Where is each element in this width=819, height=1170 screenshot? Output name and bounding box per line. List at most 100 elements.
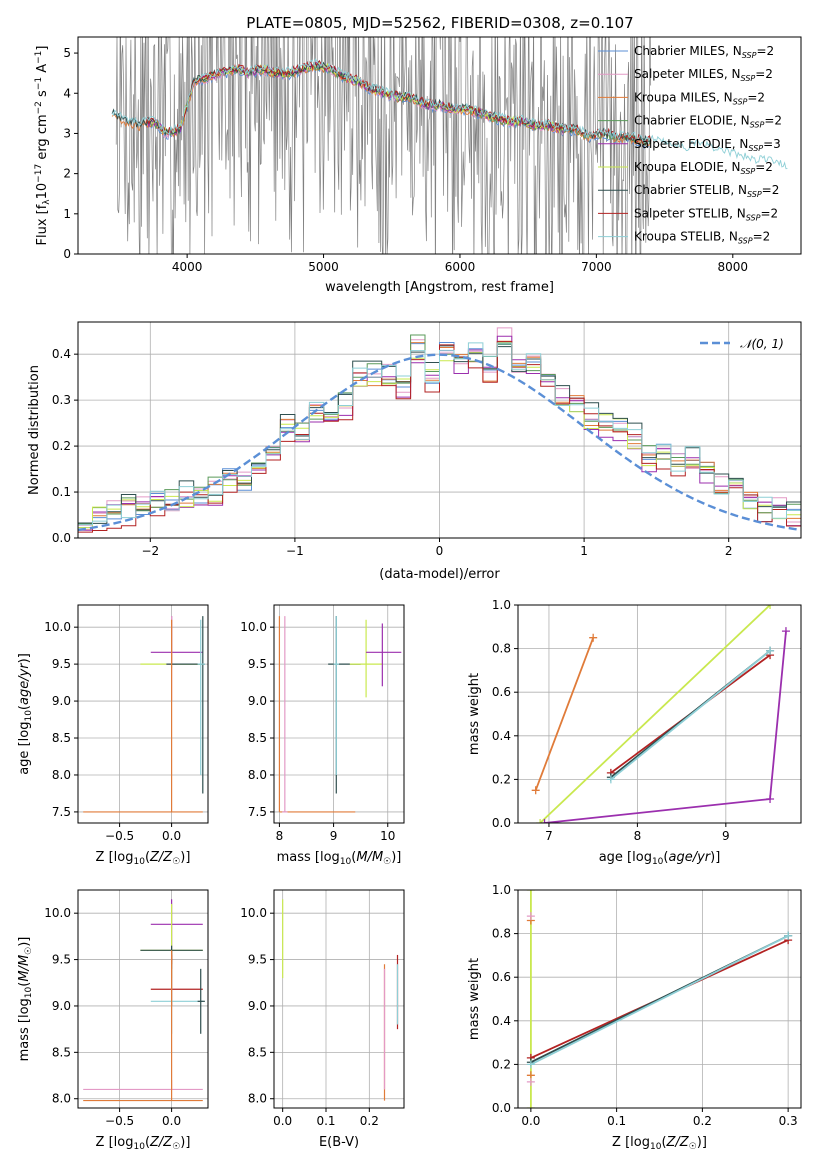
ytick-label: 10.0 bbox=[44, 620, 71, 634]
legend-label: Kroupa MILES, NSSP=2 bbox=[634, 90, 765, 106]
ytick-label: 9.5 bbox=[52, 657, 71, 671]
histogram-xtick-label: 2 bbox=[725, 544, 733, 558]
legend-label: Kroupa STELIB, NSSP=2 bbox=[634, 230, 770, 246]
histogram-ytick-label: 0.1 bbox=[52, 485, 71, 499]
xtick-label: 10 bbox=[380, 829, 395, 843]
weight-point-kroupa_elodie bbox=[536, 819, 545, 823]
histogram-ytick-label: 0.3 bbox=[52, 393, 71, 407]
ytick-label: 10.0 bbox=[240, 906, 267, 920]
mass_vs_Z-frame bbox=[77, 889, 209, 1109]
weight-point-kroupa_stelib bbox=[766, 646, 775, 655]
weight_vs_age-panel: 7 8 9 0.0 0.2 0.4 0.6 0.8 1.0 age [log10(age/yr)]… bbox=[467, 598, 802, 867]
ytick-label: 7.5 bbox=[52, 805, 71, 819]
xtick-label: 9 bbox=[330, 829, 338, 843]
xtick-label: 7 bbox=[545, 829, 553, 843]
spectrum-ytick-label: 0 bbox=[63, 247, 71, 261]
legend-label: Kroupa ELODIE, NSSP=2 bbox=[634, 160, 773, 176]
weight_vs_Z-plot-area bbox=[518, 890, 801, 1108]
ytick-label: 9.0 bbox=[52, 694, 71, 708]
weight-point-salpeter_miles bbox=[526, 1077, 535, 1086]
ytick-label: 10.0 bbox=[44, 906, 71, 920]
ytick-label: 8.5 bbox=[248, 1045, 267, 1059]
weight-point-salpeter_miles bbox=[526, 912, 535, 921]
residual-histogram-panel: −2 −1 0 1 2 0.0 0.1 0.2 0.3 0.4 (data-model)/error… bbox=[27, 321, 802, 582]
mass_vs_ebv-frame bbox=[273, 889, 405, 1109]
weight_vs_Z-panel: 0.0 0.1 0.2 0.3 0.0 0.2 0.4 0.6 0.8 1.0 Z [log10(Z… bbox=[467, 883, 802, 1152]
weight-point-kroupa_stelib bbox=[526, 1060, 535, 1069]
histogram-ytick-label: 0.0 bbox=[52, 531, 71, 545]
xtick-label: 0.2 bbox=[693, 1114, 712, 1128]
ytick-label: 0.4 bbox=[492, 1014, 511, 1028]
ytick-label: 1.0 bbox=[492, 598, 511, 612]
normal-curve bbox=[78, 353, 801, 532]
spectrum-xtick-label: 5000 bbox=[308, 260, 339, 274]
age_vs_Z-frame bbox=[77, 604, 209, 824]
ytick-label: 9.5 bbox=[52, 953, 71, 967]
weight_vs_Z-frame bbox=[517, 889, 802, 1109]
weight-point-kroupa_stelib bbox=[784, 931, 793, 940]
spectrum-ytick-label: 5 bbox=[63, 46, 71, 60]
age_vs_mass-xlabel: mass [log10(M/M☉)] bbox=[277, 850, 402, 867]
spectrum-xtick-label: 6000 bbox=[445, 260, 476, 274]
age_vs_Z-plot-area bbox=[78, 605, 208, 823]
model-line-kroupa_stelib bbox=[111, 57, 788, 170]
mass_vs_Z-panel: −0.5 0.0 8.0 8.5 9.0 9.5 10.0 Z [log10(Z/Z☉)] ma… bbox=[17, 889, 209, 1152]
histogram-step-kroupa_stelib bbox=[78, 342, 801, 526]
xtick-label: 0.1 bbox=[607, 1114, 626, 1128]
weight-point-salpeter_elodie bbox=[540, 819, 549, 823]
ytick-label: 9.0 bbox=[248, 999, 267, 1013]
ytick-label: 0.6 bbox=[492, 970, 511, 984]
xtick-label: 9 bbox=[722, 829, 730, 843]
ytick-label: 8.5 bbox=[248, 731, 267, 745]
ytick-label: 9.0 bbox=[52, 999, 71, 1013]
age_vs_Z-panel: −0.5 0.0 7.5 8.0 8.5 9.0 9.5 10.0 Z [log10(Z/Z☉)… bbox=[17, 604, 209, 867]
weight_vs_age-plot-area bbox=[518, 605, 801, 823]
spectrum-plot-area bbox=[111, 37, 788, 254]
ytick-label: 8.5 bbox=[52, 1045, 71, 1059]
spectrum-ytick-label: 3 bbox=[63, 126, 71, 140]
ytick-label: 7.5 bbox=[248, 805, 267, 819]
histogram-xtick-label: 1 bbox=[580, 544, 588, 558]
age_vs_Z-xlabel: Z [log10(Z/Z☉)] bbox=[96, 850, 191, 867]
legend-label: Chabrier MILES, NSSP=2 bbox=[634, 44, 774, 60]
legend-label: Chabrier STELIB, NSSP=2 bbox=[634, 183, 779, 199]
legend-label: Salpeter STELIB, NSSP=2 bbox=[634, 206, 778, 222]
weight-point-salpeter_elodie bbox=[766, 795, 775, 804]
age_vs_mass-plot-area bbox=[274, 605, 404, 823]
ytick-label: 0.6 bbox=[492, 685, 511, 699]
ytick-label: 8.0 bbox=[52, 768, 71, 782]
ytick-label: 8.0 bbox=[52, 1092, 71, 1106]
weight_vs_Z-xlabel: Z [log10(Z/Z☉)] bbox=[612, 1135, 707, 1152]
spectrum-xlabel: wavelength [Angstrom, rest frame] bbox=[325, 280, 554, 295]
ytick-label: 9.0 bbox=[248, 694, 267, 708]
histogram-ylabel: Normed distribution bbox=[27, 365, 42, 495]
mass_vs_Z-ylabel: mass [log10(M/M☉)] bbox=[17, 937, 34, 1062]
ytick-label: 8.0 bbox=[248, 768, 267, 782]
xtick-label: 0.1 bbox=[316, 1114, 335, 1128]
xtick-label: 8 bbox=[276, 829, 284, 843]
histogram-xlabel: (data-model)/error bbox=[379, 567, 500, 582]
weight-point-kroupa_elodie bbox=[766, 605, 775, 609]
weight_vs_age-xlabel: age [log10(age/yr)] bbox=[599, 850, 721, 867]
weight-point-kroupa_miles bbox=[589, 633, 598, 642]
ytick-label: 9.5 bbox=[248, 953, 267, 967]
legend-label: Salpeter MILES, NSSP=2 bbox=[634, 67, 773, 83]
xtick-label: 0.0 bbox=[273, 1114, 292, 1128]
weight-line-kroupa_miles bbox=[534, 637, 595, 791]
weight-line-kroupa_elodie bbox=[539, 605, 771, 823]
xtick-label: −0.5 bbox=[105, 829, 134, 843]
mass_vs_Z-xlabel: Z [log10(Z/Z☉)] bbox=[96, 1135, 191, 1152]
ytick-label: 0.2 bbox=[492, 1057, 511, 1071]
weight-line-kroupa_stelib bbox=[530, 934, 789, 1066]
ytick-label: 0.8 bbox=[492, 927, 511, 941]
xtick-label: 0.2 bbox=[360, 1114, 379, 1128]
ytick-label: 10.0 bbox=[240, 620, 267, 634]
weight-point-kroupa_elodie bbox=[526, 1104, 535, 1108]
mass_vs_ebv-xlabel: E(B-V) bbox=[319, 1135, 359, 1150]
histogram-xtick-label: −1 bbox=[286, 544, 304, 558]
weight-point-kroupa_miles bbox=[531, 786, 540, 795]
age_vs_mass-frame bbox=[273, 604, 405, 824]
xtick-label: 0.0 bbox=[162, 829, 181, 843]
figure-title: PLATE=0805, MJD=52562, FIBERID=0308, z=0… bbox=[246, 14, 633, 32]
spectrum-panel: 4000 5000 6000 7000 8000 0 1 2 3 4 5 wavelength [An… bbox=[34, 36, 802, 295]
